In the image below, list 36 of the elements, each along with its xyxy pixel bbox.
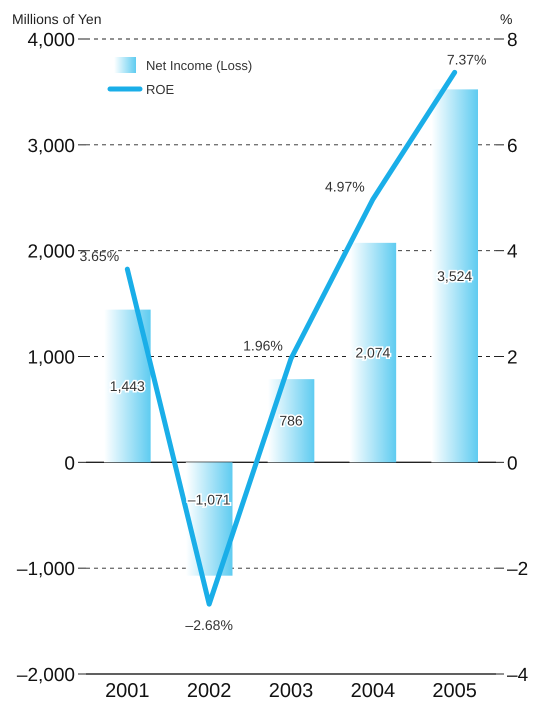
data-label: –1,071 bbox=[188, 492, 231, 508]
legend-label: ROE bbox=[146, 82, 174, 97]
data-label: 786 bbox=[279, 412, 303, 429]
y-tick-label: 4,000 bbox=[27, 30, 75, 51]
bar bbox=[104, 310, 151, 462]
y-tick-label: 0 bbox=[64, 453, 75, 474]
y2-tick-label: 4 bbox=[507, 242, 518, 263]
data-label: –2.68% bbox=[185, 617, 233, 634]
data-label: 3.65% bbox=[79, 248, 120, 264]
x-tick-label: 2005 bbox=[432, 680, 477, 702]
x-tick-label: 2001 bbox=[105, 680, 150, 702]
data-label: 3,524 bbox=[437, 268, 472, 284]
y2-tick-label: 2 bbox=[507, 348, 518, 368]
data-label: 2,074 bbox=[355, 344, 391, 361]
legend-label: Net Income (Loss) bbox=[146, 58, 252, 73]
data-label: 1.96% bbox=[243, 338, 283, 354]
bar bbox=[350, 242, 396, 462]
y2-tick-label: 6 bbox=[507, 136, 518, 157]
y-axis-title: Millions of Yen bbox=[12, 11, 102, 27]
y-tick-label: 2,000 bbox=[27, 242, 75, 263]
y2-tick-label: 8 bbox=[507, 30, 518, 51]
data-label: 7.37% bbox=[446, 51, 487, 68]
y2-tick-label: 0 bbox=[507, 453, 518, 474]
bar bbox=[431, 89, 478, 462]
y-tick-label: 1,000 bbox=[27, 348, 75, 368]
y-tick-label: –2,000 bbox=[16, 665, 75, 686]
y2-tick-label: –2 bbox=[507, 559, 528, 580]
y-tick-label: –1,000 bbox=[16, 559, 75, 580]
y-tick-label: 3,000 bbox=[27, 136, 75, 157]
y2-tick-label: –4 bbox=[507, 665, 529, 686]
x-tick-label: 2004 bbox=[350, 680, 396, 702]
data-label: 1,443 bbox=[110, 378, 146, 394]
x-tick-label: 2002 bbox=[186, 680, 232, 702]
x-tick-label: 2003 bbox=[268, 680, 314, 702]
y2-axis-title: % bbox=[500, 11, 512, 27]
data-label: 4.97% bbox=[324, 178, 365, 194]
